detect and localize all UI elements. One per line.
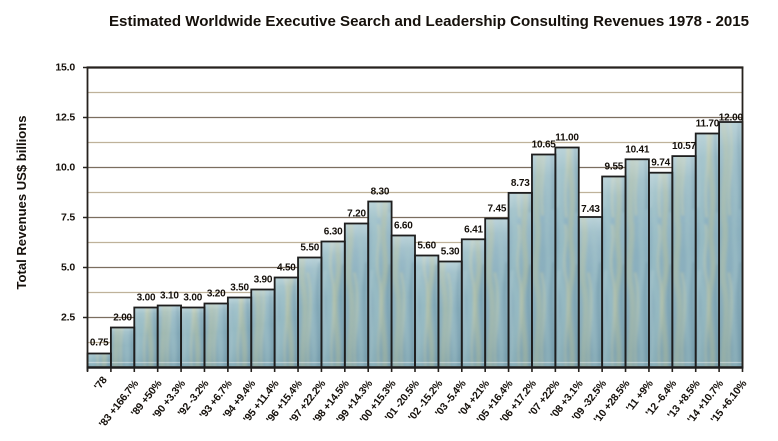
svg-text:8.30: 8.30 <box>371 187 390 198</box>
svg-text:3.00: 3.00 <box>183 293 202 304</box>
svg-text:3.20: 3.20 <box>207 289 226 300</box>
svg-text:3.10: 3.10 <box>160 291 179 302</box>
svg-text:5.0: 5.0 <box>61 262 75 274</box>
svg-text:5.50: 5.50 <box>300 243 319 254</box>
svg-text:2.5: 2.5 <box>61 312 75 324</box>
svg-text:10.41: 10.41 <box>625 144 650 155</box>
svg-text:2.00: 2.00 <box>113 313 132 324</box>
svg-text:Estimated Worldwide Executive: Estimated Worldwide Executive Search and… <box>109 13 749 30</box>
svg-text:9.55: 9.55 <box>605 162 624 173</box>
svg-text:Total Revenues US$ billions: Total Revenues US$ billions <box>14 116 29 290</box>
svg-text:3.90: 3.90 <box>254 275 273 286</box>
svg-text:12.00: 12.00 <box>719 113 744 124</box>
svg-text:7.43: 7.43 <box>581 204 600 215</box>
svg-text:7.5: 7.5 <box>61 212 75 224</box>
svg-text:10.0: 10.0 <box>55 162 75 174</box>
svg-text:11.70: 11.70 <box>696 119 720 130</box>
svg-text:6.60: 6.60 <box>394 221 413 232</box>
svg-text:9.74: 9.74 <box>651 158 670 169</box>
svg-text:11.00: 11.00 <box>555 133 579 144</box>
svg-text:3.00: 3.00 <box>137 293 156 304</box>
svg-text:5.60: 5.60 <box>417 241 436 252</box>
svg-text:3.50: 3.50 <box>230 283 249 294</box>
svg-text:6.41: 6.41 <box>464 224 483 235</box>
svg-text:7.20: 7.20 <box>347 209 366 220</box>
svg-text:6.30: 6.30 <box>324 227 343 238</box>
svg-text:12.5: 12.5 <box>55 112 75 124</box>
svg-text:4.50: 4.50 <box>277 263 296 274</box>
svg-text:0.75: 0.75 <box>90 338 109 349</box>
svg-text:7.45: 7.45 <box>488 204 507 215</box>
svg-text:10.57: 10.57 <box>672 141 697 152</box>
svg-text:10.65: 10.65 <box>532 140 557 151</box>
svg-text:8.73: 8.73 <box>511 178 530 189</box>
svg-text:15.0: 15.0 <box>55 62 75 74</box>
svg-text:5.30: 5.30 <box>441 247 460 258</box>
